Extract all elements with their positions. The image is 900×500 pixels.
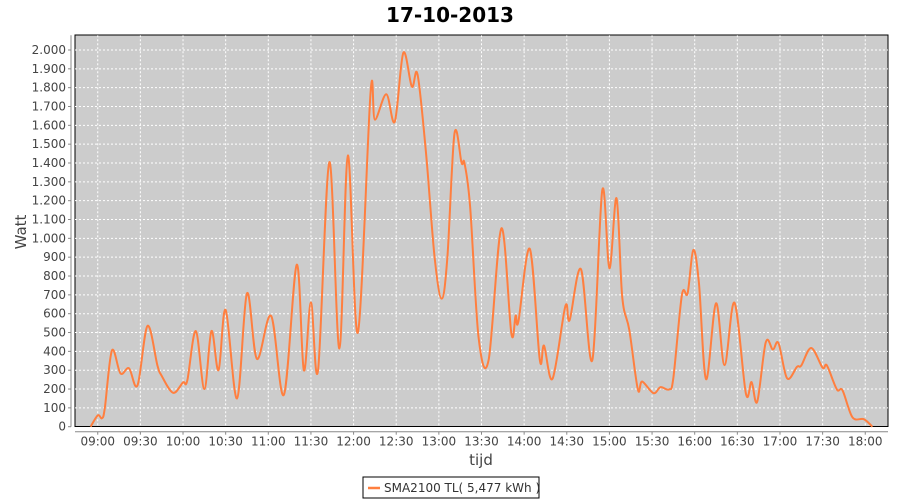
x-tick-label: 11:00: [251, 435, 286, 449]
x-tick-label: 15:00: [592, 435, 627, 449]
x-tick-label: 12:30: [379, 435, 414, 449]
y-tick-label: 0: [58, 420, 66, 434]
x-tick-label: 14:00: [507, 435, 542, 449]
y-tick-label: 1.200: [32, 194, 66, 208]
y-tick-label: 500: [43, 326, 66, 340]
x-tick-label: 10:00: [166, 435, 201, 449]
x-tick-label: 18:00: [848, 435, 883, 449]
legend-label: SMA2100 TL( 5,477 kWh ): [384, 481, 540, 495]
y-tick-label: 700: [43, 288, 66, 302]
y-tick-label: 300: [43, 363, 66, 377]
y-tick-label: 1.000: [32, 231, 66, 245]
y-tick-label: 800: [43, 269, 66, 283]
y-tick-label: 1.100: [32, 213, 66, 227]
y-tick-label: 100: [43, 401, 66, 415]
y-axis-label: Watt: [12, 214, 30, 249]
x-tick-label: 16:30: [720, 435, 755, 449]
x-tick-label: 11:30: [294, 435, 329, 449]
y-tick-label: 600: [43, 307, 66, 321]
x-tick-label: 09:00: [80, 435, 115, 449]
y-tick-label: 1.500: [32, 137, 66, 151]
x-tick-label: 10:30: [208, 435, 243, 449]
y-tick-label: 1.900: [32, 62, 66, 76]
y-tick-label: 900: [43, 250, 66, 264]
y-tick-label: 1.600: [32, 118, 66, 132]
y-tick-label: 200: [43, 382, 66, 396]
legend-box: [362, 476, 540, 499]
legend: SMA2100 TL( 5,477 kWh ): [362, 476, 540, 499]
y-tick-label: 400: [43, 344, 66, 358]
x-tick-label: 14:30: [549, 435, 584, 449]
y-tick-label: 1.300: [32, 175, 66, 189]
x-axis: 09:00 09:30 10:00 10:30 11:00 11:30 12:00 12:30…: [75, 431, 888, 449]
gridlines: [75, 35, 888, 427]
y-axis: 0 100 200 300 400 500 600 700 800 900 1.000 1.100 1.…: [32, 35, 72, 434]
x-tick-label: 16:00: [677, 435, 712, 449]
x-tick-label: 09:30: [123, 435, 158, 449]
y-tick-label: 1.800: [32, 81, 66, 95]
x-tick-label: 17:30: [805, 435, 840, 449]
y-tick-label: 2.000: [32, 43, 66, 57]
series-line-sma2100: [89, 51, 874, 428]
x-tick-label: 17:00: [763, 435, 798, 449]
x-tick-label: 15:30: [635, 435, 670, 449]
x-tick-label: 12:00: [336, 435, 371, 449]
x-tick-label: 13:30: [464, 435, 499, 449]
y-tick-label: 1.700: [32, 99, 66, 113]
x-axis-label: tijd: [469, 451, 493, 469]
y-tick-label: 1.400: [32, 156, 66, 170]
x-tick-label: 13:00: [422, 435, 457, 449]
chart-title: 17-10-2013: [386, 3, 514, 27]
